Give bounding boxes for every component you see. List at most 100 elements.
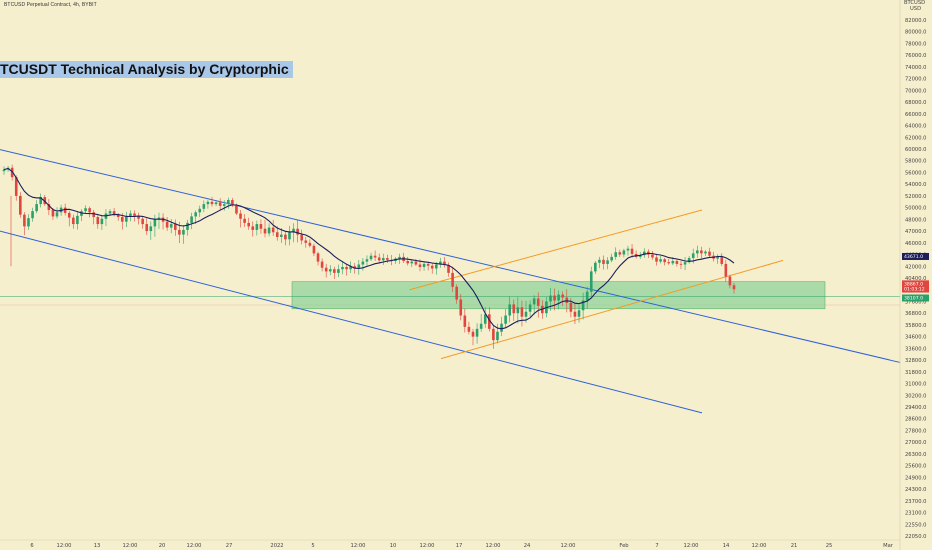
y-tick-label: 64000.0 xyxy=(905,124,926,130)
x-tick-label: 12:00 xyxy=(752,543,767,549)
y-tick-label: 54000.0 xyxy=(905,182,926,188)
candle-body xyxy=(222,204,226,206)
y-tick-label: 33600.0 xyxy=(905,346,926,352)
candle-body xyxy=(602,259,605,264)
x-tick-label: 21 xyxy=(791,543,798,549)
y-tick-label: 35800.0 xyxy=(905,323,926,329)
candle-body xyxy=(251,226,255,230)
countdown-badge-bg xyxy=(902,285,929,293)
candle-body xyxy=(259,224,263,229)
candle-body xyxy=(606,260,609,264)
candle-body xyxy=(210,201,214,205)
candle-body xyxy=(63,207,67,213)
candle-body xyxy=(112,211,116,215)
candle-body xyxy=(182,229,185,235)
candle-body xyxy=(651,254,654,258)
x-tick-label: 14 xyxy=(723,543,730,549)
candle-body xyxy=(418,264,422,268)
y-tick-label: 31000.0 xyxy=(905,382,926,388)
x-tick-label: 12:00 xyxy=(123,543,138,549)
falling-channel-upper[interactable] xyxy=(0,149,901,363)
currency-unit-label: USD xyxy=(910,6,921,12)
candle-body xyxy=(186,222,189,230)
candle-body xyxy=(357,264,361,269)
candle-body xyxy=(88,208,91,213)
x-tick-label: 6 xyxy=(30,543,33,549)
y-tick-label: 30200.0 xyxy=(905,393,926,399)
y-tick-label: 26300.0 xyxy=(905,452,926,458)
candle-body xyxy=(626,248,630,251)
candle-body xyxy=(732,285,736,290)
candle-body xyxy=(426,263,430,266)
rising-channel-upper[interactable] xyxy=(409,209,703,291)
candle-body xyxy=(659,259,662,262)
candle-body xyxy=(679,263,683,265)
y-tick-label: 66000.0 xyxy=(905,112,926,118)
candle-body xyxy=(365,259,369,262)
y-tick-label: 36800.0 xyxy=(905,311,926,317)
candle-body xyxy=(451,272,454,287)
candle-body xyxy=(300,234,304,241)
candle-body xyxy=(308,242,312,246)
x-tick-label: 12:00 xyxy=(57,543,72,549)
candle-body xyxy=(655,257,658,262)
y-tick-label: 50000.0 xyxy=(905,206,926,212)
candle-body xyxy=(288,232,291,240)
candle-body xyxy=(577,310,581,317)
countdown-badge: 01:03:12 xyxy=(904,287,925,293)
candle-body xyxy=(39,197,43,205)
y-tick-label: 23100.0 xyxy=(905,511,926,517)
y-tick-label: 82000.0 xyxy=(905,18,926,24)
y-tick-label: 28600.0 xyxy=(905,417,926,423)
y-tick-label: 62000.0 xyxy=(905,135,926,141)
y-tick-label: 31800.0 xyxy=(905,370,926,376)
x-tick-label: 20 xyxy=(159,543,166,549)
y-tick-label: 22050.0 xyxy=(905,534,926,540)
candle-body xyxy=(720,256,724,264)
candle-body xyxy=(386,258,389,260)
candle-body xyxy=(178,229,181,235)
moving-average-line[interactable] xyxy=(3,168,735,330)
x-tick-label: 12:00 xyxy=(351,543,366,549)
candle-body xyxy=(377,257,381,261)
x-tick-label: 17 xyxy=(456,543,463,549)
candle-body xyxy=(614,252,618,257)
y-tick-label: 52000.0 xyxy=(905,194,926,200)
candle-body xyxy=(430,265,434,269)
candle-body xyxy=(561,294,565,298)
candle-body xyxy=(479,323,483,329)
candle-body xyxy=(10,167,14,178)
candle-body xyxy=(410,261,414,264)
candle-body xyxy=(589,271,593,292)
candle-body xyxy=(439,261,442,265)
y-tick-label: 80000.0 xyxy=(905,30,926,36)
candle-body xyxy=(296,228,299,235)
y-tick-label: 46000.0 xyxy=(905,241,926,247)
y-tick-label: 23700.0 xyxy=(905,499,926,505)
candle-body xyxy=(218,202,222,206)
candle-body xyxy=(675,260,679,264)
candle-body xyxy=(108,211,112,214)
candle-body xyxy=(214,202,218,205)
y-tick-label: 72000.0 xyxy=(905,77,926,83)
candle-body xyxy=(271,227,275,233)
candle-body xyxy=(447,265,450,273)
candle-body xyxy=(55,212,59,217)
candle-body xyxy=(565,297,569,303)
falling-channel-lower[interactable] xyxy=(0,230,703,414)
x-tick-label: 12:00 xyxy=(684,543,699,549)
candle-body xyxy=(532,298,536,305)
candle-body xyxy=(194,212,197,217)
x-tick-label: 12:00 xyxy=(486,543,501,549)
support-price-badge-bg xyxy=(902,294,929,302)
candle-body xyxy=(361,261,365,265)
x-tick-label: 12:00 xyxy=(187,543,202,549)
candle-body xyxy=(255,224,259,230)
candle-body xyxy=(328,269,332,272)
candle-body xyxy=(716,256,719,259)
candle-body xyxy=(337,269,340,273)
candle-body xyxy=(622,250,626,255)
candle-body xyxy=(14,177,18,196)
